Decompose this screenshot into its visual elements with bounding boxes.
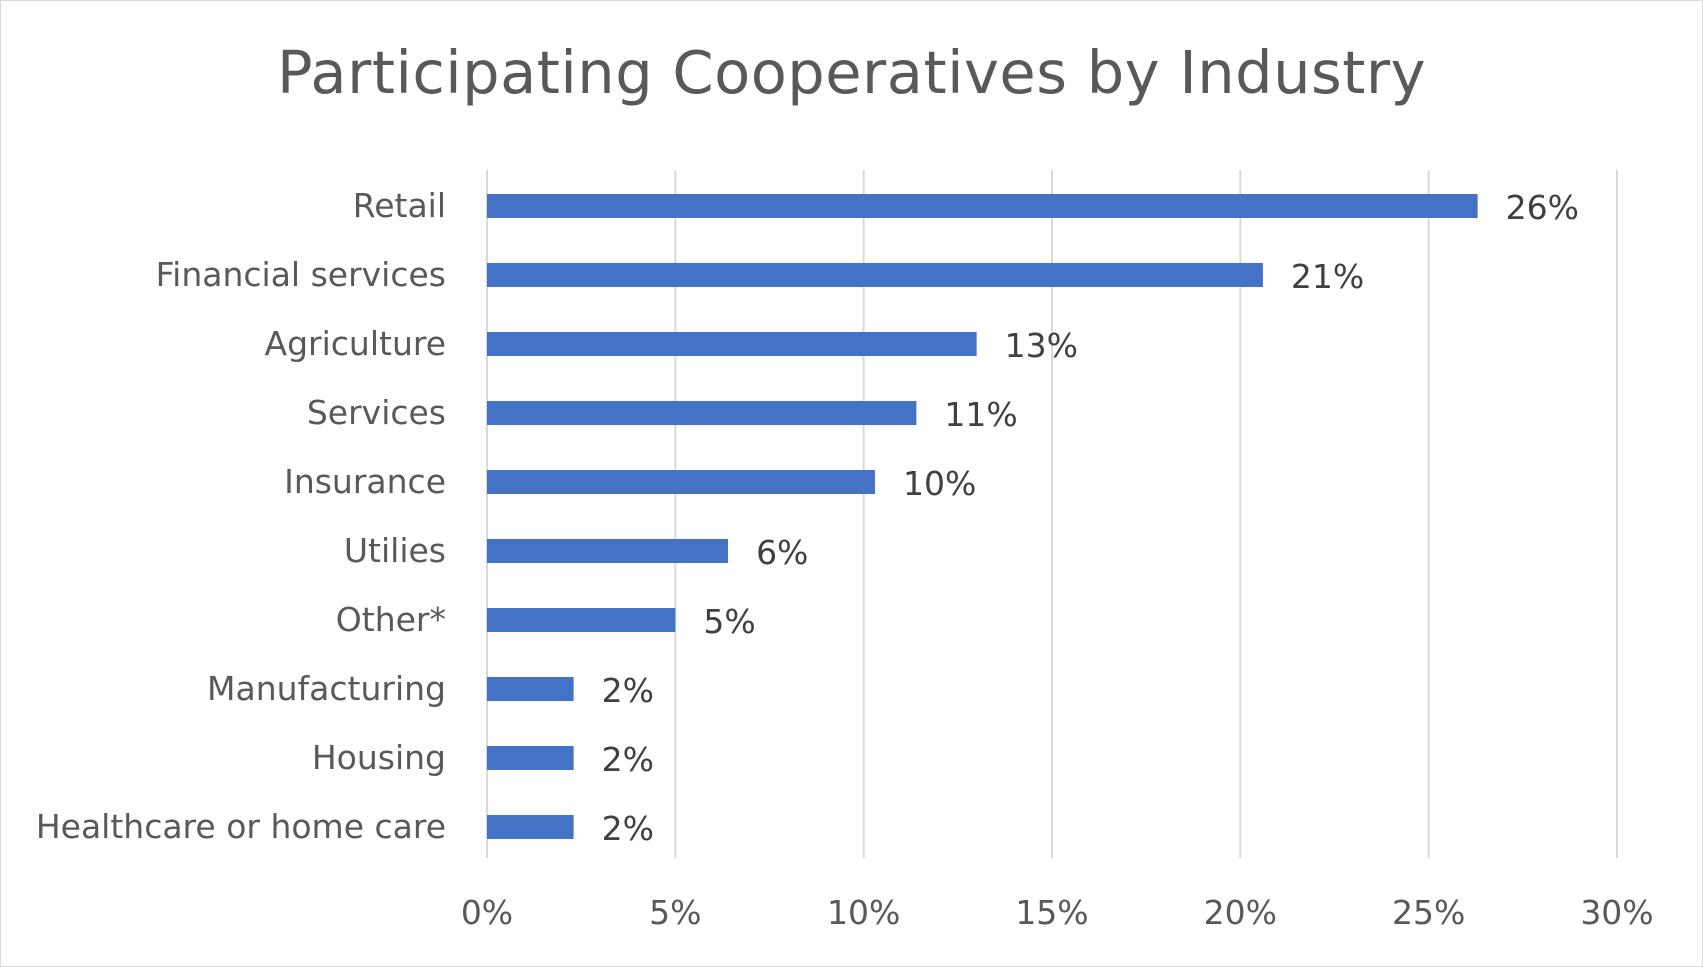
category-label: Utilies bbox=[344, 531, 446, 570]
category-label: Financial services bbox=[156, 255, 446, 294]
bar bbox=[487, 746, 574, 770]
x-tick-label: 30% bbox=[1580, 893, 1653, 932]
data-label: 11% bbox=[944, 395, 1017, 434]
bar bbox=[487, 470, 875, 494]
x-tick-label: 0% bbox=[461, 893, 513, 932]
x-tick-label: 25% bbox=[1392, 893, 1465, 932]
category-label: Housing bbox=[312, 738, 446, 777]
x-tick-label: 20% bbox=[1204, 893, 1277, 932]
data-label: 2% bbox=[602, 809, 654, 848]
bars bbox=[487, 194, 1478, 839]
chart-title: Participating Cooperatives by Industry bbox=[276, 38, 1427, 107]
category-label: Retail bbox=[353, 186, 446, 225]
data-label: 13% bbox=[1005, 326, 1078, 365]
x-tick-label: 5% bbox=[649, 893, 701, 932]
category-label: Healthcare or home care bbox=[36, 807, 446, 846]
labels: 0% 5% 10% 15% 20% 25% 30% Retail 26% Financial se… bbox=[36, 186, 1654, 932]
category-label: Insurance bbox=[284, 462, 446, 501]
data-label: 2% bbox=[602, 740, 654, 779]
data-label: 5% bbox=[703, 602, 755, 641]
data-label: 10% bbox=[903, 464, 976, 503]
x-tick-label: 15% bbox=[1015, 893, 1088, 932]
bar bbox=[487, 401, 917, 425]
bar bbox=[487, 194, 1478, 218]
data-label: 26% bbox=[1506, 188, 1579, 227]
data-label: 21% bbox=[1291, 257, 1364, 296]
bar bbox=[487, 539, 729, 563]
data-label: 6% bbox=[756, 533, 808, 572]
category-label: Agriculture bbox=[265, 324, 446, 363]
category-label: Manufacturing bbox=[207, 669, 446, 708]
category-label: Other* bbox=[336, 600, 446, 639]
x-tick-label: 10% bbox=[827, 893, 900, 932]
bar bbox=[487, 332, 977, 356]
bar bbox=[487, 263, 1263, 287]
category-label: Services bbox=[307, 393, 446, 432]
data-label: 2% bbox=[602, 671, 654, 710]
bar bbox=[487, 608, 676, 632]
bar bbox=[487, 677, 574, 701]
bar bbox=[487, 815, 574, 839]
